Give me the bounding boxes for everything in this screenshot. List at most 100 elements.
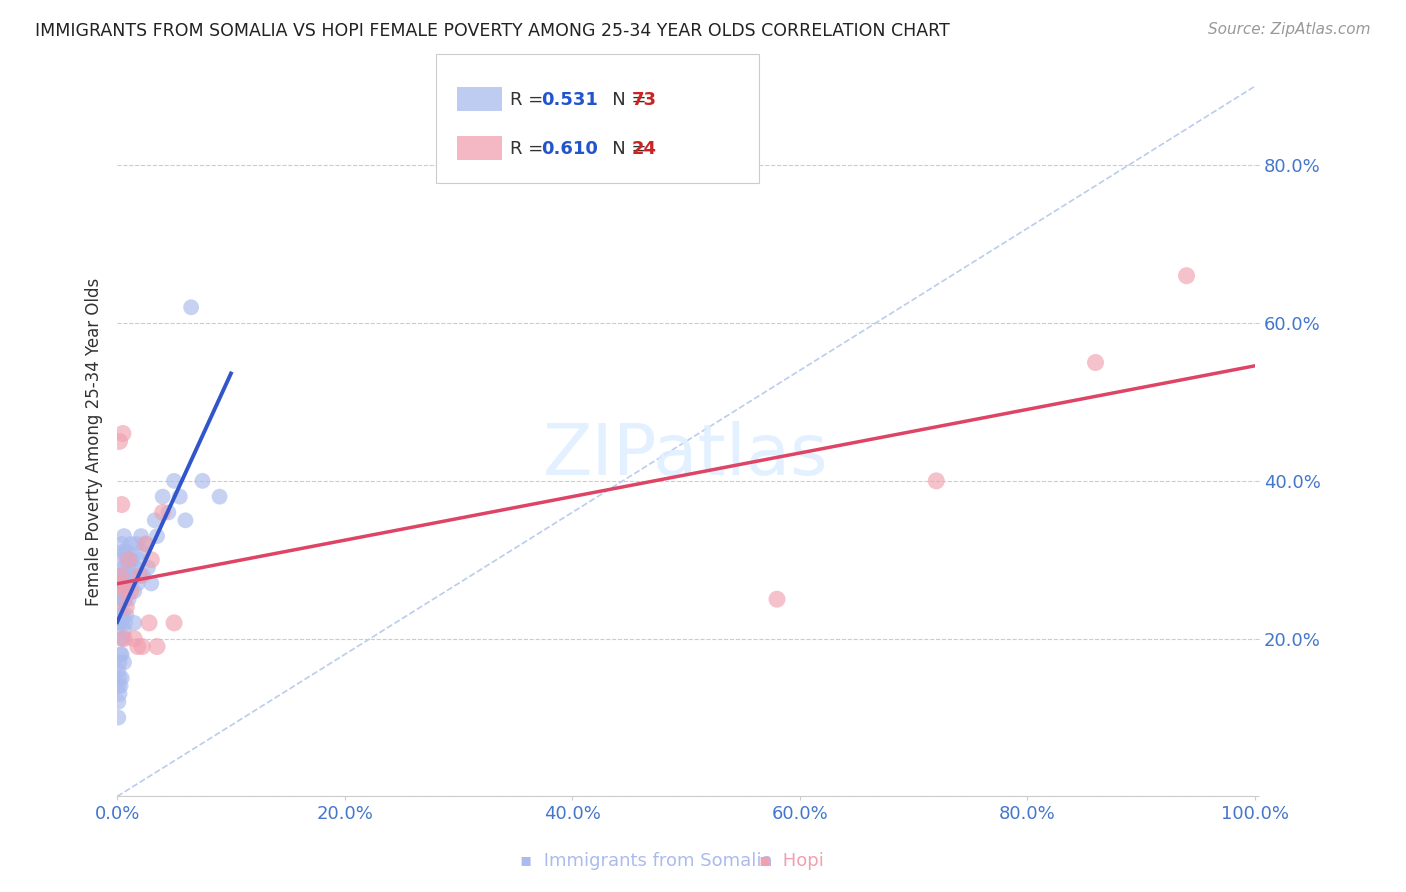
Point [110,568,132,582]
Point [152,505,174,519]
Point [125,537,148,551]
Point [135,537,157,551]
Point [163,474,186,488]
Text: 0.531: 0.531 [541,91,598,109]
Point [141,576,163,591]
Text: R =: R = [510,140,550,158]
Point [122,568,145,582]
Point [111,592,134,607]
Point [108,434,131,449]
Point [115,584,138,599]
Point [110,576,132,591]
Point [143,513,166,527]
Point [128,553,150,567]
Point [117,560,139,574]
Text: 24: 24 [631,140,657,158]
Point [111,584,134,599]
Point [110,607,132,622]
Point [766,592,789,607]
Point [120,584,142,599]
Point [131,640,153,654]
Point [131,545,153,559]
Point [136,560,159,574]
Point [114,615,136,630]
Point [112,592,135,607]
Point [115,607,138,622]
Point [110,648,132,662]
Point [112,560,135,574]
Point [141,553,163,567]
Point [120,537,142,551]
Point [107,710,129,724]
Text: ▪  Immigrants from Somalia: ▪ Immigrants from Somalia [520,852,773,870]
Point [111,632,134,646]
Point [118,584,141,599]
Point [111,568,134,582]
Point [124,560,146,574]
Point [1084,355,1107,369]
Point [115,600,138,615]
Point [925,474,948,488]
Text: 0.610: 0.610 [541,140,598,158]
Point [112,656,135,670]
Point [108,584,131,599]
Point [108,687,131,701]
Point [111,648,134,662]
Point [108,656,131,670]
Point [110,679,132,693]
Point [120,576,142,591]
Point [129,568,152,582]
Point [118,553,141,567]
Point [114,568,136,582]
Point [111,545,134,559]
Point [114,584,136,599]
Point [112,632,135,646]
Point [110,553,132,567]
Point [111,426,134,441]
Point [135,537,157,551]
Text: N =: N = [595,91,652,109]
Point [169,490,191,504]
Point [114,545,136,559]
Text: Source: ZipAtlas.com: Source: ZipAtlas.com [1208,22,1371,37]
Point [163,615,186,630]
Point [174,513,197,527]
Point [107,695,129,709]
Point [121,553,143,567]
Point [117,553,139,567]
Point [107,679,129,693]
Point [107,576,129,591]
Point [117,592,139,607]
Point [111,607,134,622]
Point [117,545,139,559]
Point [111,671,134,685]
Point [127,640,149,654]
Point [110,632,132,646]
Point [146,529,169,543]
Y-axis label: Female Poverty Among 25-34 Year Olds: Female Poverty Among 25-34 Year Olds [86,277,103,606]
Point [127,576,149,591]
Point [107,663,129,677]
Point [122,632,145,646]
Point [108,671,131,685]
Point [108,600,131,615]
Point [108,615,131,630]
Text: ZIPatlas: ZIPatlas [543,421,828,490]
Text: IMMIGRANTS FROM SOMALIA VS HOPI FEMALE POVERTY AMONG 25-34 YEAR OLDS CORRELATION: IMMIGRANTS FROM SOMALIA VS HOPI FEMALE P… [35,22,950,40]
Point [146,640,169,654]
Point [129,568,152,582]
Point [117,576,139,591]
Point [132,568,155,582]
Text: ▪  Hopi: ▪ Hopi [759,852,824,870]
Point [122,584,145,599]
Point [112,624,135,638]
Point [111,568,134,582]
Point [157,505,180,519]
Point [129,529,152,543]
Point [152,490,174,504]
Point [114,592,136,607]
Point [191,474,214,488]
Text: 73: 73 [631,91,657,109]
Point [180,300,202,314]
Text: R =: R = [510,91,550,109]
